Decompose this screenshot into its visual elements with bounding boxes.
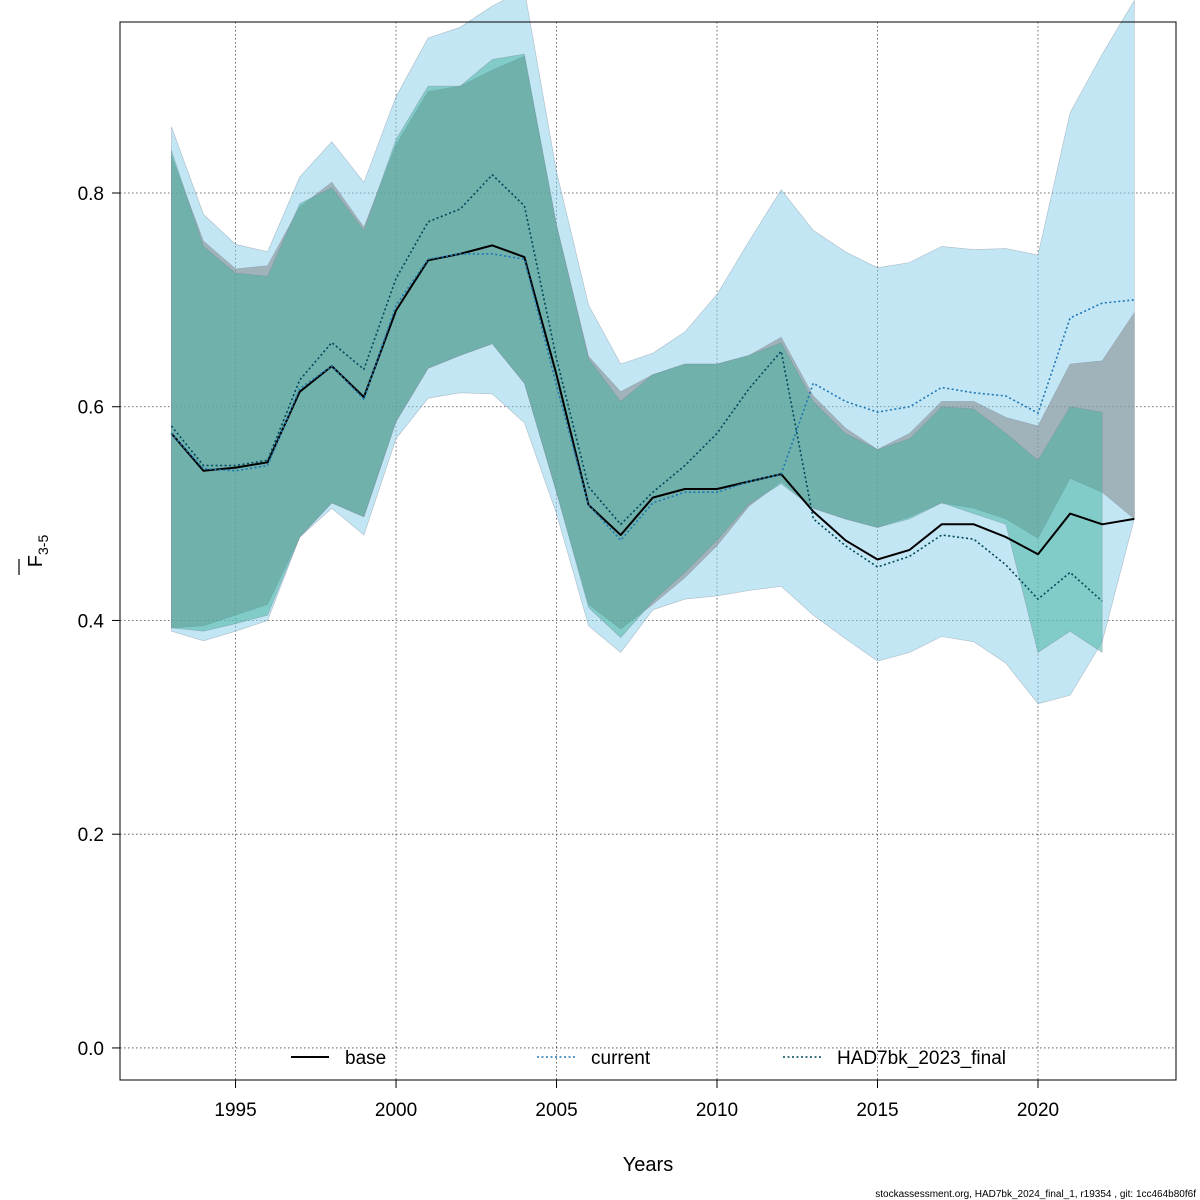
line-had7bk-2023-final	[170, 174, 1103, 602]
y-tick-label: 0.6	[78, 398, 104, 419]
line-current	[170, 253, 1135, 542]
legend-label-current: current	[591, 1048, 651, 1069]
footer-credit: stockassessment.org, HAD7bk_2024_final_1…	[875, 1189, 1196, 1200]
x-tick-label: 1995	[214, 1100, 256, 1121]
axis-ticks: 1995 2000 2005 2010 2015 2020 0.0 0.2 0.4 0.6 0.8	[78, 184, 1060, 1121]
y-tick-label: 0.8	[78, 184, 104, 205]
legend: base current HAD7bk_2023_final	[291, 1048, 1006, 1069]
series-lines	[170, 174, 1135, 602]
y-axis-title-subscript: 3-5	[35, 535, 51, 555]
legend-label-base: base	[345, 1048, 386, 1069]
x-axis-title: Years	[623, 1154, 673, 1176]
y-tick-label: 0.0	[78, 1039, 104, 1060]
x-tick-label: 2005	[535, 1100, 577, 1121]
y-axis-title: F3-5	[18, 535, 51, 575]
plot-frame	[119, 21, 1177, 1081]
x-tick-label: 2015	[856, 1100, 898, 1121]
y-tick-label: 0.4	[78, 611, 105, 632]
legend-label-had7bk-2023-final: HAD7bk_2023_final	[837, 1048, 1006, 1069]
x-tick-label: 2000	[375, 1100, 417, 1121]
y-tick-label: 0.2	[78, 825, 104, 846]
svg-text:F3-5: F3-5	[25, 535, 51, 568]
confidence-bands	[171, 0, 1135, 705]
x-tick-label: 2020	[1017, 1100, 1059, 1121]
band-had7bk-2023-final	[171, 53, 1103, 654]
x-tick-label: 2010	[696, 1100, 738, 1121]
y-axis-title-base: F	[25, 555, 47, 567]
